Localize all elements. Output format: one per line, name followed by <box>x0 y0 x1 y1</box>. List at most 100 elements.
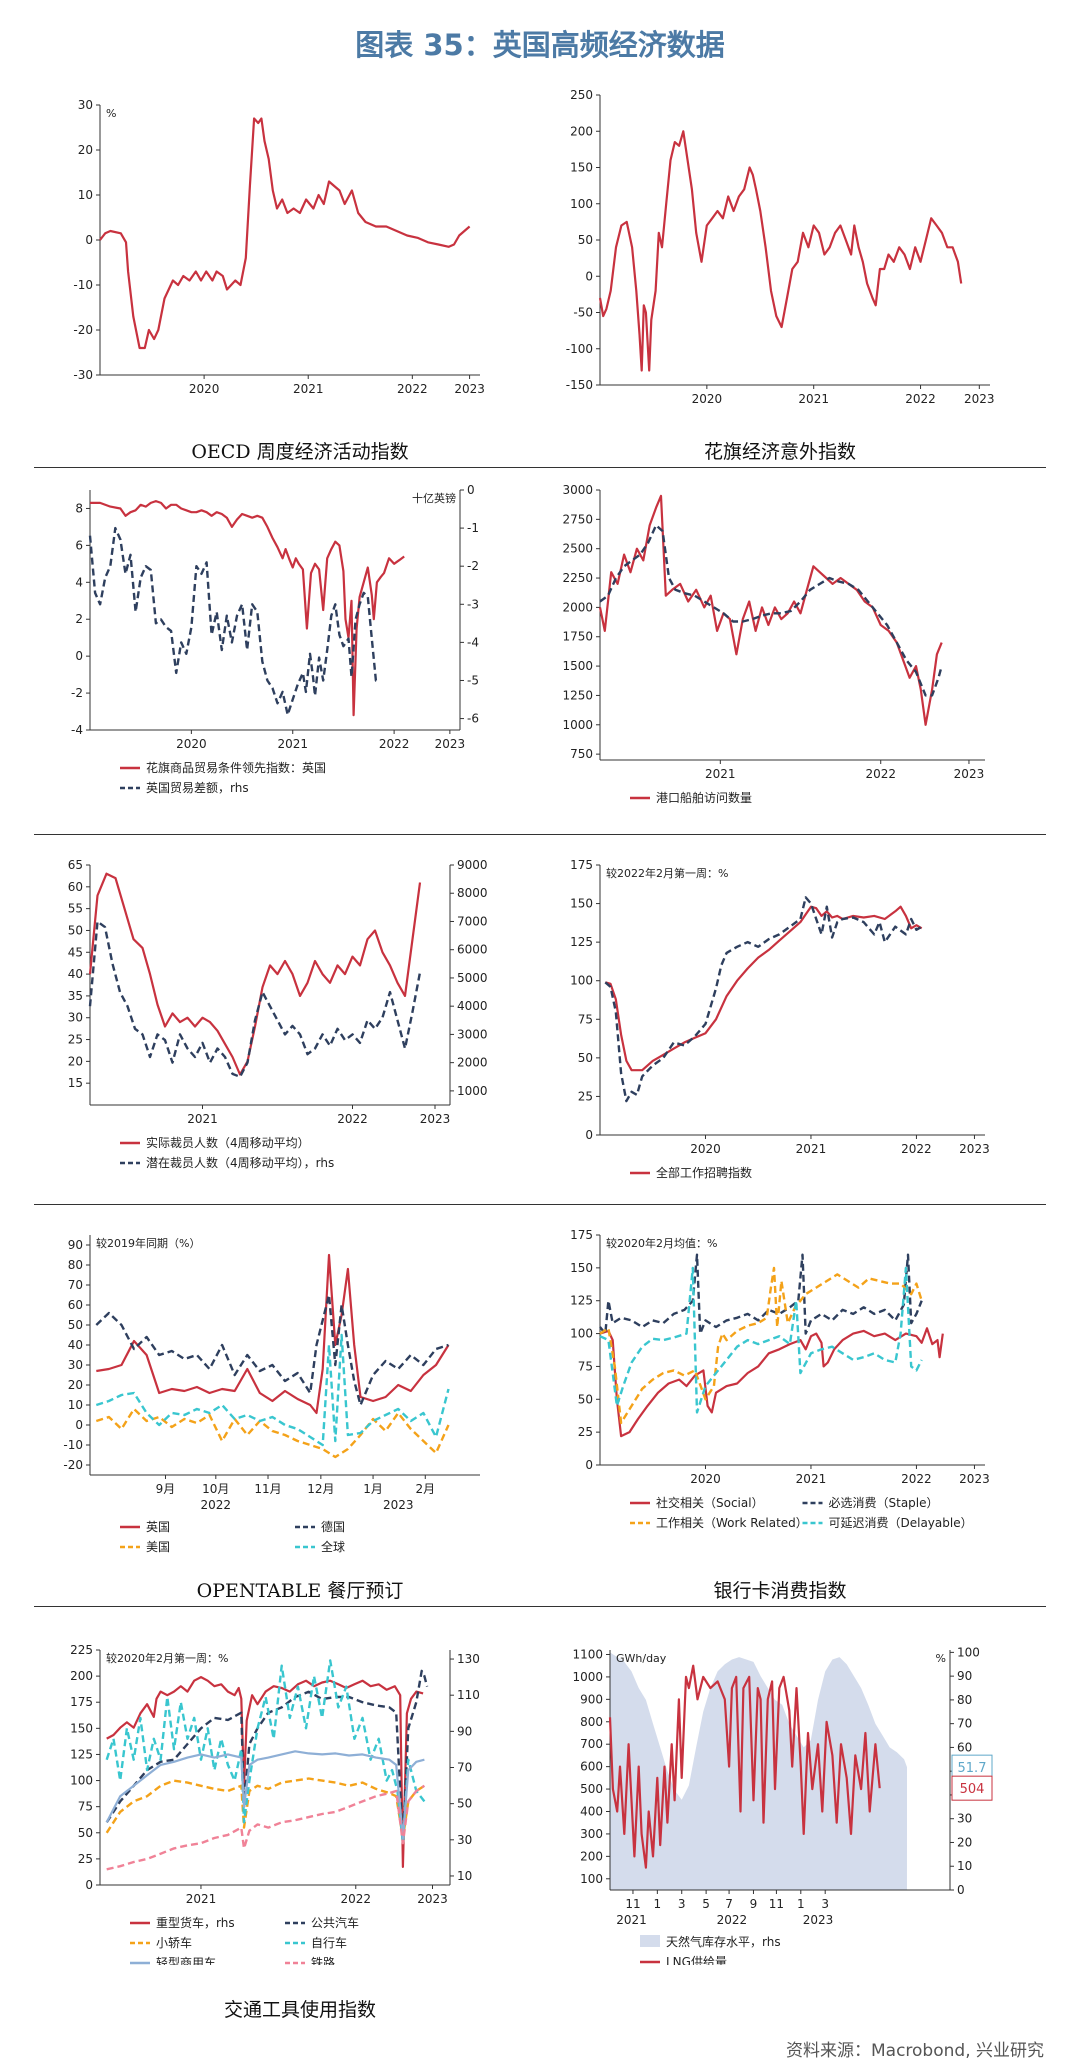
y-tick-label: 125 <box>570 935 593 949</box>
x-tick-label: 2023 <box>954 767 985 781</box>
legend-item: 港口船舶访问数量 <box>630 790 752 805</box>
legend-item: 小轿车 <box>130 1935 192 1950</box>
series-line <box>608 1664 881 1869</box>
svg-text:51.7: 51.7 <box>958 1761 987 1776</box>
x-tick-label: 1月 <box>363 1482 383 1496</box>
y-tick-label: 60 <box>68 880 83 894</box>
svg-text:轻型商用车: 轻型商用车 <box>156 1955 216 1965</box>
y-tick-label-right: 7000 <box>457 914 488 928</box>
y-tick-label: -20 <box>73 323 93 337</box>
y-tick-label-right: 70 <box>457 1761 472 1775</box>
x-tick-label: 1 <box>797 1897 805 1911</box>
x-tick-label: 3 <box>821 1897 829 1911</box>
x-tick-label: 2022 <box>340 1892 371 1906</box>
y-tick-label: 80 <box>68 1258 83 1272</box>
y-tick-label: 100 <box>570 197 593 211</box>
legend-item: 英国贸易差额，rhs <box>120 781 249 795</box>
x-tick-label: 2020 <box>690 1142 721 1156</box>
series-line <box>106 1784 426 1871</box>
series-line <box>88 526 380 716</box>
unit-label: 较2022年2月第一周：% <box>606 866 728 880</box>
y-tick-label-right: 6000 <box>457 943 488 957</box>
legend-item: 实际裁员人数（4周移动平均） <box>120 1135 310 1150</box>
legend-item: 英国 <box>120 1520 170 1534</box>
unit-label: 较2020年2月均值：% <box>606 1236 717 1250</box>
x-tick-label: 2023 <box>959 1142 990 1156</box>
series-line <box>599 524 943 697</box>
chart-citi-surprise: -150 -100 -50 0 50 100 150 200 250 2020 2021 2022 20… <box>540 85 1010 405</box>
chart-layoffs: 15 20 25 30 35 40 45 50 55 60 65 1000 2000 3000 4000 50… <box>40 855 520 1185</box>
rhs-unit-label: 十亿英镑 <box>412 491 456 505</box>
svg-text:铁路: 铁路 <box>311 1955 335 1965</box>
legend-item: 全球 <box>295 1539 345 1554</box>
y-tick-label: -4 <box>71 723 83 737</box>
y-tick-label: 0 <box>75 1418 83 1432</box>
x-tick-label: 2021 <box>796 1472 827 1486</box>
y-tick-label-right: 9000 <box>457 858 488 872</box>
y-tick-label: -10 <box>73 278 93 292</box>
x-tick-label: 2021 <box>277 737 308 751</box>
y-tick-label: 200 <box>570 124 593 138</box>
y-tick-label: 1500 <box>562 659 593 673</box>
svg-text:花旗商品贸易条件领先指数：英国: 花旗商品贸易条件领先指数：英国 <box>146 760 326 775</box>
y-tick-label: 300 <box>580 1827 603 1841</box>
x-tick-label: 2022 <box>901 1142 932 1156</box>
x-tick-label: 2020 <box>176 737 207 751</box>
y-tick-label-right: 30 <box>457 1833 472 1847</box>
y-tick-label: 250 <box>570 88 593 102</box>
y-tick-label: 700 <box>580 1737 603 1751</box>
legend-item: 工作相关（Work Related） <box>630 1516 808 1530</box>
y-tick-label: 25 <box>78 1852 93 1866</box>
svg-text:小轿车: 小轿车 <box>156 1935 192 1950</box>
y-tick-label: 200 <box>580 1849 603 1863</box>
y-tick-label: 175 <box>70 1695 93 1709</box>
legend-item: 轻型商用车 <box>130 1955 216 1965</box>
y-tick-label-right: 2000 <box>457 1056 488 1070</box>
legend-item: 潜在裁员人数（4周移动平均），rhs <box>120 1155 334 1170</box>
x-tick-label: 2023 <box>420 1112 451 1126</box>
y-tick-label: 25 <box>578 1425 593 1439</box>
y-tick-label: 0 <box>585 1128 593 1142</box>
series-line <box>599 1266 923 1414</box>
y-tick-label: 500 <box>580 1782 603 1796</box>
x-tick-label: 2月 <box>415 1482 435 1496</box>
y-tick-label: 50 <box>578 233 593 247</box>
x-tick-label: 11 <box>625 1897 640 1911</box>
x-tick-label: 2023 <box>417 1892 448 1906</box>
chart-port-calls: 750 1000 1250 1500 1750 2000 2250 2500 2750 3000 2… <box>540 480 1010 810</box>
y-tick-label: 125 <box>70 1747 93 1761</box>
svg-text:LNG供给量: LNG供给量 <box>666 1955 727 1965</box>
y-tick-label: 225 <box>70 1643 93 1657</box>
x-tick-label: 2020 <box>690 1472 721 1486</box>
legend-item: 花旗商品贸易条件领先指数：英国 <box>120 760 326 775</box>
y-tick-label: 30 <box>78 98 93 112</box>
x-sub-label: 2022 <box>201 1498 232 1512</box>
x-sub-label: 2023 <box>803 1913 834 1927</box>
svg-text:全球: 全球 <box>321 1539 345 1554</box>
svg-text:实际裁员人数（4周移动平均）: 实际裁员人数（4周移动平均） <box>146 1135 310 1150</box>
x-tick-label: 5 <box>702 1897 710 1911</box>
x-tick-label: 2021 <box>293 382 324 396</box>
chart-job-postings: 0 25 50 75 100 125 150 175 2020 2021 2022 2023 较2022… <box>540 855 1010 1185</box>
x-tick-label: 2021 <box>796 1142 827 1156</box>
y-tick-label: 55 <box>68 902 83 916</box>
y-tick-label-right: 70 <box>957 1717 972 1731</box>
caption-citi-surprise: 花旗经济意外指数 <box>703 441 856 463</box>
unit-label: 较2019年同期（%） <box>96 1236 200 1250</box>
x-tick-label: 2022 <box>865 767 896 781</box>
x-tick-label: 2022 <box>901 1472 932 1486</box>
y-tick-label: 1100 <box>572 1647 603 1661</box>
y-tick-label: 30 <box>68 1358 83 1372</box>
y-tick-label-right: -6 <box>467 712 479 726</box>
caption-transport: 交通工具使用指数 <box>223 1999 376 2021</box>
y-tick-label: 50 <box>578 1392 593 1406</box>
y-tick-label: 45 <box>68 945 83 959</box>
page-title: 图表 35：英国高频经济数据 <box>355 28 725 62</box>
legend-item: 德国 <box>295 1519 345 1534</box>
legend-item: 重型货车，rhs <box>130 1915 235 1930</box>
svg-text:全部工作招聘指数: 全部工作招聘指数 <box>656 1165 752 1180</box>
divider-1 <box>34 467 1046 468</box>
series-line <box>105 1777 426 1840</box>
y-tick-label: 0 <box>585 1458 593 1472</box>
y-tick-label: -30 <box>73 368 93 382</box>
